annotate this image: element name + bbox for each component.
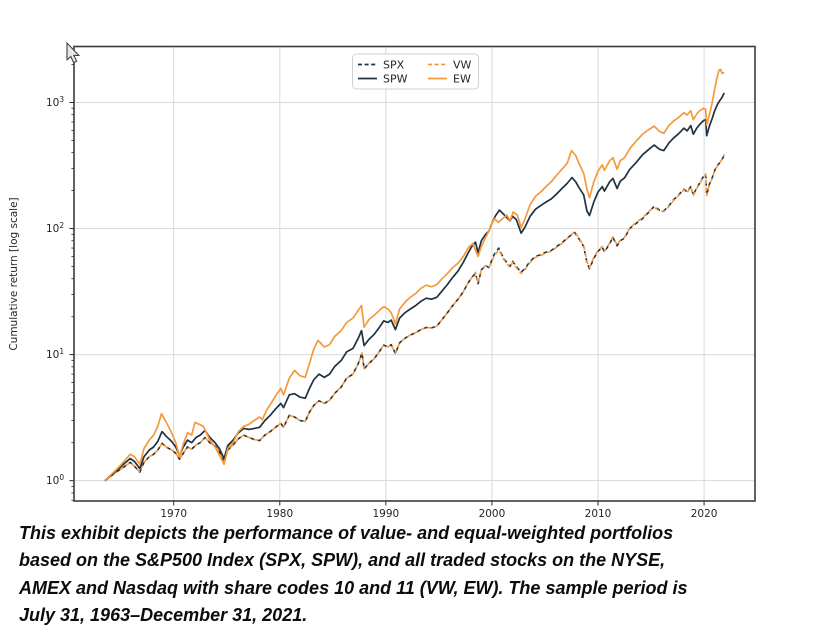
legend-label-VW: VW: [453, 58, 472, 71]
figure-caption: This exhibit depicts the performance of …: [19, 520, 819, 630]
series-SPW: [104, 92, 725, 482]
legend-label-EW: EW: [453, 72, 471, 85]
chart-figure: 1970 1980 1990 2000 2010 2020 100 101 102 103 Cumu…: [8, 41, 756, 520]
x-tick-label: 1990: [372, 508, 399, 518]
y-axis-label: Cumulative return [log scale]: [8, 197, 20, 350]
y-tick-label: 101: [46, 347, 64, 361]
caption-line: July 31, 1963–December 31, 2021.: [19, 605, 308, 626]
x-tick-label: 1980: [266, 508, 293, 518]
plot-border: [73, 45, 756, 502]
x-tick-label: 2020: [691, 508, 718, 518]
x-tick-label: 1970: [160, 508, 187, 518]
series-SPX: [104, 155, 725, 482]
legend-label-SPX: SPX: [383, 58, 405, 71]
y-tick-label: 102: [46, 221, 64, 235]
x-tick-label: 2000: [479, 508, 506, 518]
y-tick-label: 103: [46, 95, 64, 109]
series-VW: [104, 153, 725, 482]
cumulative-return-chart: 1970 1980 1990 2000 2010 2020 100 101 102 103 Cumu…: [8, 41, 756, 520]
caption-line: AMEX and Nasdaq with share codes 10 and …: [19, 577, 688, 598]
x-tick-label: 2010: [585, 508, 612, 518]
caption-line: This exhibit depicts the performance of …: [19, 523, 674, 543]
caption-line: based on the S&P500 Index (SPX, SPW), an…: [19, 550, 666, 571]
series-EW: [104, 68, 725, 482]
mouse-cursor-icon: [66, 41, 81, 64]
y-tick-label: 100: [46, 473, 64, 487]
legend-label-SPW: SPW: [383, 72, 408, 85]
legend-box: [352, 53, 479, 90]
